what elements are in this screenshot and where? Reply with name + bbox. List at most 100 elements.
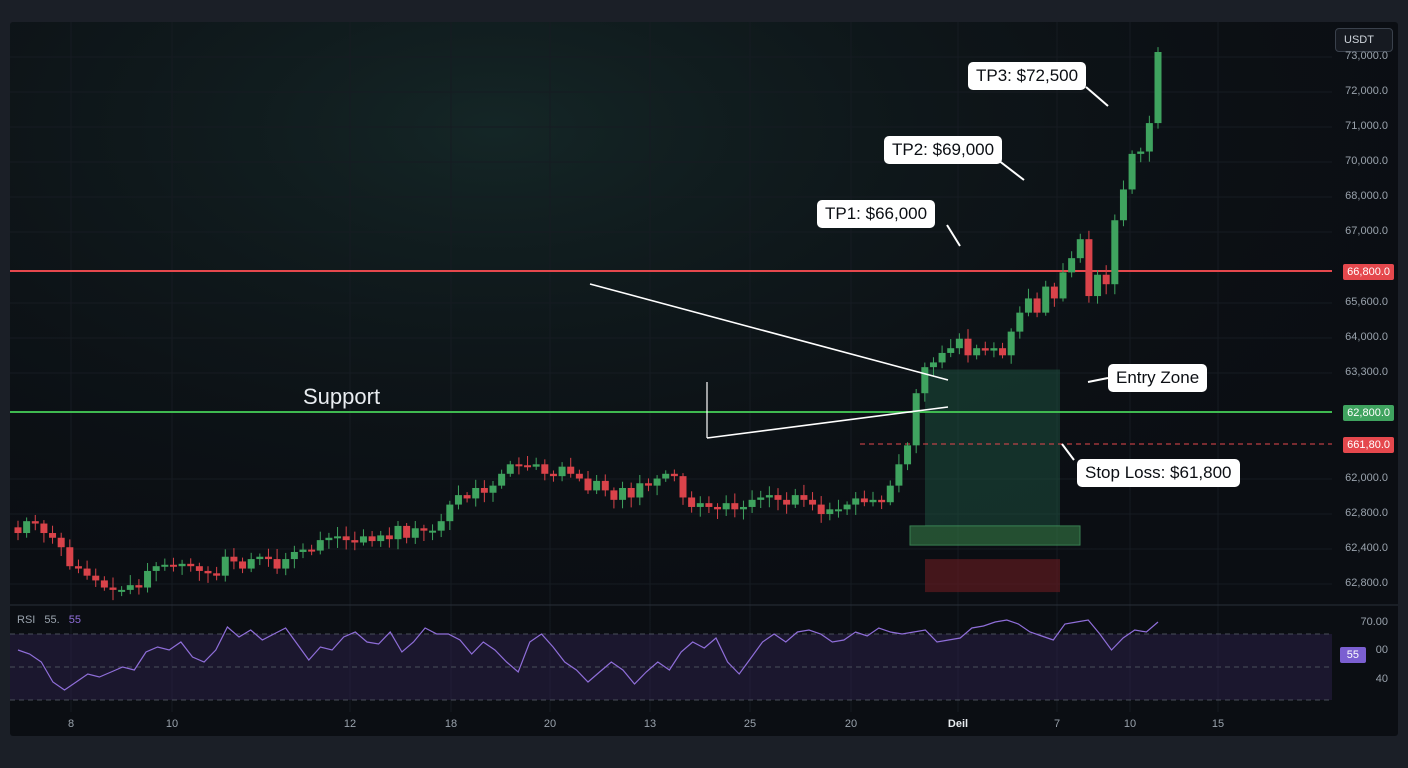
price-axis-label: 73,000.0 xyxy=(1345,50,1388,62)
candle-body xyxy=(869,499,877,503)
candle-body xyxy=(601,480,609,491)
candle-body xyxy=(23,521,31,534)
candle-body xyxy=(852,498,860,505)
candle-body xyxy=(748,499,756,507)
candle-body xyxy=(1137,151,1145,154)
support-price-badge: 62,800.0 xyxy=(1343,405,1394,421)
candle-body xyxy=(178,563,186,567)
candle-body xyxy=(679,476,687,498)
candle-body xyxy=(195,566,203,571)
candle-body xyxy=(938,352,946,363)
candle-body xyxy=(316,540,324,551)
candle-body xyxy=(152,566,160,571)
candle-body xyxy=(100,580,108,588)
candle-body xyxy=(351,540,359,543)
candle-body xyxy=(817,504,825,515)
price-axis-label: 67,000.0 xyxy=(1345,225,1388,237)
candle-body xyxy=(973,348,981,356)
candle-body xyxy=(489,485,497,493)
candle-body xyxy=(947,348,955,353)
rsi-axis-label-low: 40 xyxy=(1375,673,1388,685)
candle-body xyxy=(1111,220,1119,285)
candle-body xyxy=(57,537,65,548)
candle-body xyxy=(49,533,57,538)
candle-body xyxy=(299,549,307,552)
rsi-axis-label-mid: 00 xyxy=(1375,644,1388,656)
candle-body xyxy=(783,499,791,505)
candle-body xyxy=(1016,312,1024,332)
date-axis-label: 10 xyxy=(165,718,179,730)
tp1-callout: TP1: $66,000 xyxy=(817,200,936,228)
candle-body xyxy=(791,495,799,505)
candle-body xyxy=(774,495,782,500)
date-axis-label: 12 xyxy=(343,718,357,730)
candle-body xyxy=(1059,272,1067,299)
candle-body xyxy=(359,536,367,543)
rsi-legend: RSI 55. 55 xyxy=(17,614,81,626)
candle-body xyxy=(66,547,74,567)
candle-body xyxy=(213,573,221,576)
candle-body xyxy=(454,495,462,505)
date-axis-label: Deil xyxy=(947,718,969,730)
candle-body xyxy=(688,497,696,507)
date-axis-label: 10 xyxy=(1123,718,1137,730)
candle-body xyxy=(92,575,100,581)
candle-body xyxy=(109,587,117,590)
date-axis-label: 8 xyxy=(67,718,75,730)
candle-body xyxy=(809,499,817,505)
candle-body xyxy=(575,473,583,479)
chart-panel[interactable]: USDT 73,000.0 72,000.0 71,000.0 70,000.0 68,… xyxy=(10,22,1398,736)
date-axis-label: 25 xyxy=(743,718,757,730)
candle-body xyxy=(532,464,540,467)
support-label: Support xyxy=(303,384,381,409)
candle-body xyxy=(403,525,411,538)
candle-body xyxy=(204,570,212,574)
candle-body xyxy=(662,473,670,479)
callout-pointer xyxy=(1061,443,1075,461)
rsi-axis-label-70: 70.00 xyxy=(1360,616,1388,628)
candle-body xyxy=(239,561,247,569)
candle-body xyxy=(40,523,48,534)
date-axis-label: 13 xyxy=(643,718,657,730)
candle-body xyxy=(308,549,316,552)
triangle-pattern xyxy=(589,283,949,439)
candle-body xyxy=(437,521,445,531)
trade-zones xyxy=(909,369,1081,593)
candle-body xyxy=(524,465,532,468)
price-axis-label: 71,000.0 xyxy=(1345,120,1388,132)
candle-body xyxy=(498,473,506,486)
candle-body xyxy=(1145,123,1153,152)
candle-body xyxy=(739,506,747,510)
candle-body xyxy=(74,566,82,569)
candle-body xyxy=(549,473,557,477)
candle-body xyxy=(411,528,419,538)
candle-body xyxy=(636,483,644,498)
rsi-value-secondary: 55 xyxy=(68,614,82,626)
candle-body xyxy=(282,559,290,569)
currency-button[interactable]: USDT xyxy=(1335,28,1393,52)
candle-body xyxy=(558,466,566,477)
price-axis-label: 65,600.0 xyxy=(1345,296,1388,308)
candle-body xyxy=(472,488,480,499)
candle-body xyxy=(1076,239,1084,259)
candle-body xyxy=(1033,298,1041,313)
candle-body xyxy=(1154,52,1162,124)
candle-body xyxy=(118,589,126,592)
candle-body xyxy=(878,499,886,503)
callout-pointer xyxy=(1085,86,1109,107)
callout-pointer xyxy=(946,224,961,247)
date-axis-label: 20 xyxy=(844,718,858,730)
candle-body xyxy=(169,564,177,567)
candle-body xyxy=(126,585,134,590)
rsi-value: 55. xyxy=(44,614,60,626)
candle-body xyxy=(886,485,894,503)
candle-body xyxy=(921,367,929,394)
candle-body xyxy=(480,488,488,493)
price-axis-label: 62,000.0 xyxy=(1345,472,1388,484)
candle-body xyxy=(1007,331,1015,356)
candle-body xyxy=(161,564,169,567)
candle-body xyxy=(256,556,264,560)
candle-body xyxy=(446,504,454,522)
rsi-pane xyxy=(10,619,1332,701)
candle-body xyxy=(1068,258,1076,273)
